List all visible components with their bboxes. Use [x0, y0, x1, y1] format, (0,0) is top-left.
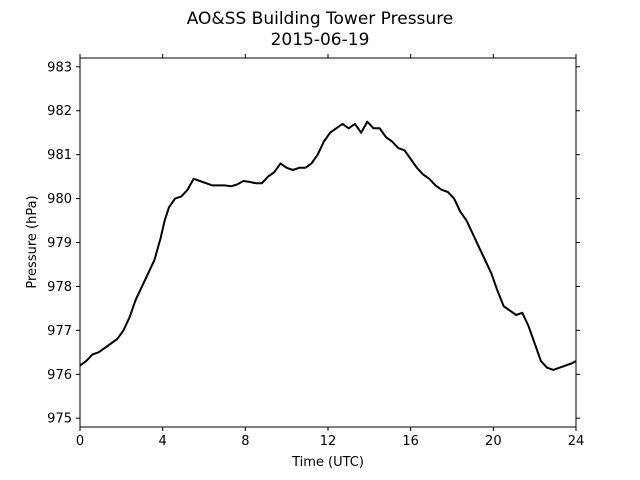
- x-tick-label: 24: [568, 434, 585, 449]
- chart-title: AO&SS Building Tower Pressure: [187, 9, 454, 29]
- y-tick-label: 980: [47, 192, 72, 207]
- y-tick-label: 975: [47, 412, 72, 427]
- chart-subtitle: 2015-06-19: [271, 30, 370, 50]
- x-tick-label: 12: [320, 434, 337, 449]
- y-tick-label: 982: [47, 104, 72, 119]
- x-tick-label: 20: [485, 434, 502, 449]
- x-axis-label: Time (UTC): [291, 455, 364, 470]
- x-tick-label: 16: [402, 434, 419, 449]
- y-axis-label: Pressure (hPa): [25, 195, 40, 288]
- y-tick-label: 983: [47, 60, 72, 75]
- x-tick-label: 4: [159, 434, 167, 449]
- y-tick-label: 976: [47, 368, 72, 383]
- plot-area: 0 4 8 12 16 20 24 975 976 977 978 979 980 981 982 983: [47, 54, 584, 449]
- y-tick-label: 978: [47, 280, 72, 295]
- y-tick-label: 981: [47, 148, 72, 163]
- y-tick-label: 979: [47, 236, 72, 251]
- series-line-0: [79, 120, 577, 371]
- x-tick-label: 0: [76, 434, 84, 449]
- y-tick-label: 977: [47, 324, 72, 339]
- x-tick-label: 8: [241, 434, 249, 449]
